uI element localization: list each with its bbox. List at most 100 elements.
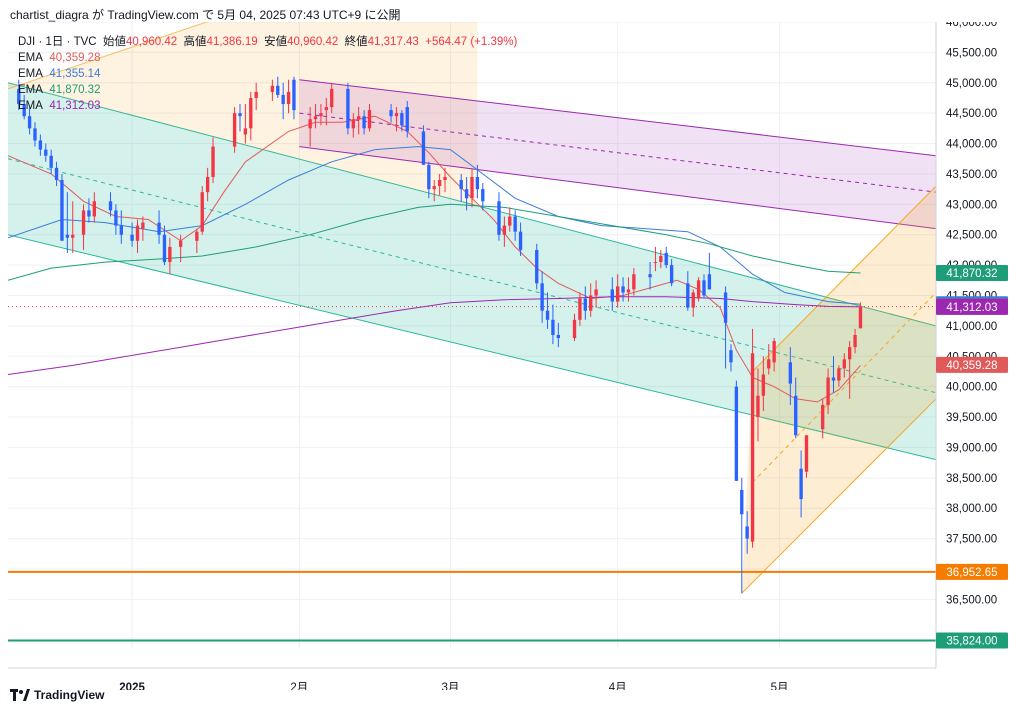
- candle: [346, 82, 350, 135]
- ema-label: EMA: [18, 52, 43, 64]
- candle: [686, 271, 690, 311]
- candle-body: [54, 167, 59, 181]
- candle: [200, 186, 204, 235]
- ema-row-1[interactable]: EMA 40,359.28: [18, 50, 517, 66]
- candle: [33, 122, 37, 147]
- orange-channel-lower-top-line: [752, 185, 936, 372]
- ema-row-2[interactable]: EMA 41,355.14: [18, 66, 517, 82]
- candle-body: [362, 116, 366, 129]
- candle: [238, 104, 242, 132]
- price-badge: 40,359.28: [936, 356, 1008, 373]
- candle-body: [788, 362, 792, 384]
- candle-body: [632, 274, 636, 290]
- candle-body: [243, 128, 248, 135]
- purple-channel-fill: [299, 79, 936, 229]
- candle-body: [669, 265, 674, 284]
- y-tick-label: 46,000.00: [946, 22, 997, 29]
- candle: [572, 313, 577, 342]
- candle-body: [357, 116, 361, 120]
- candle: [243, 104, 248, 144]
- ema-label: EMA: [18, 100, 43, 112]
- candle-body: [443, 176, 447, 181]
- candle-body: [44, 149, 48, 156]
- candle: [497, 192, 501, 241]
- candle: [578, 292, 582, 326]
- candle: [400, 110, 404, 132]
- y-tick-label: 39,000.00: [946, 442, 997, 454]
- candle-body: [756, 395, 760, 418]
- candle-body: [540, 283, 544, 311]
- y-tick-label: 36,500.00: [946, 594, 997, 606]
- y-tick-label: 43,000.00: [946, 199, 997, 211]
- candle: [481, 183, 485, 211]
- ema-value: 41,355.14: [49, 68, 101, 80]
- candle-body: [583, 298, 587, 311]
- candle-body: [351, 119, 355, 129]
- teal-channel-fill: [8, 82, 936, 460]
- candle-body: [200, 192, 204, 232]
- candle-body: [81, 210, 86, 235]
- candle-body: [508, 216, 512, 226]
- ema-row-4[interactable]: EMA 41,312.03: [18, 98, 517, 114]
- candle: [324, 97, 328, 126]
- candle-body: [17, 88, 21, 105]
- candle-body: [324, 107, 328, 111]
- candle: [756, 368, 760, 442]
- candle: [767, 344, 771, 375]
- ema-line: [8, 146, 861, 305]
- candle: [27, 107, 32, 135]
- candle: [616, 274, 620, 308]
- purple-channel-top-line: [299, 79, 936, 157]
- candle-body: [610, 289, 614, 302]
- purple-channel-mid-line: [299, 112, 936, 193]
- candle-body: [502, 225, 507, 235]
- candle-body: [135, 225, 140, 241]
- ema-value: 41,870.32: [49, 84, 101, 96]
- candle: [464, 176, 469, 211]
- ema-row-3[interactable]: EMA 41,870.32: [18, 82, 517, 98]
- candle: [459, 173, 463, 202]
- orange-channel-upper-fill: [8, 22, 478, 206]
- candle: [357, 107, 361, 135]
- candle-body: [804, 435, 809, 472]
- candle-body: [49, 155, 53, 168]
- footer-brand[interactable]: TradingView: [10, 688, 104, 702]
- candle-body: [794, 395, 798, 436]
- candle-body: [33, 128, 37, 141]
- candle-body: [551, 319, 555, 335]
- price-chart[interactable]: 36,500.0037,000.0037,500.0038,000.0038,5…: [0, 22, 1024, 690]
- candle: [508, 207, 512, 232]
- chart-canvas[interactable]: 36,500.0037,000.0037,500.0038,000.0038,5…: [0, 22, 1024, 690]
- candle: [87, 198, 91, 223]
- candle-body: [432, 186, 436, 190]
- candle-body: [858, 306, 863, 329]
- candle: [826, 368, 830, 415]
- candle-body: [842, 359, 846, 369]
- y-tick-label: 38,500.00: [946, 473, 997, 485]
- symbol-label[interactable]: DJI · 1日 · TVC: [18, 36, 97, 48]
- candle-body: [772, 341, 776, 363]
- candle: [799, 450, 803, 518]
- x-tick-label: 4月: [609, 682, 627, 690]
- y-tick-label: 44,500.00: [946, 108, 997, 120]
- candle: [281, 82, 285, 120]
- candle: [821, 398, 825, 439]
- high-value: 41,386.19: [206, 36, 258, 48]
- candle: [330, 82, 334, 114]
- candle: [22, 94, 26, 120]
- candle: [545, 292, 550, 329]
- candle-body: [518, 231, 523, 250]
- candle-body: [400, 113, 404, 126]
- candle-body: [238, 113, 242, 117]
- candle-body: [211, 146, 215, 177]
- candle: [535, 243, 539, 290]
- candle-body: [108, 201, 113, 211]
- candle: [60, 173, 64, 241]
- price-badge: 41,870.32: [936, 264, 1008, 281]
- candle-body: [853, 335, 857, 348]
- orange-channel-lower-bottom-line: [741, 398, 936, 594]
- candle-body: [276, 85, 280, 95]
- candle-body: [464, 189, 469, 199]
- candle-body: [589, 295, 593, 311]
- candle: [848, 341, 852, 399]
